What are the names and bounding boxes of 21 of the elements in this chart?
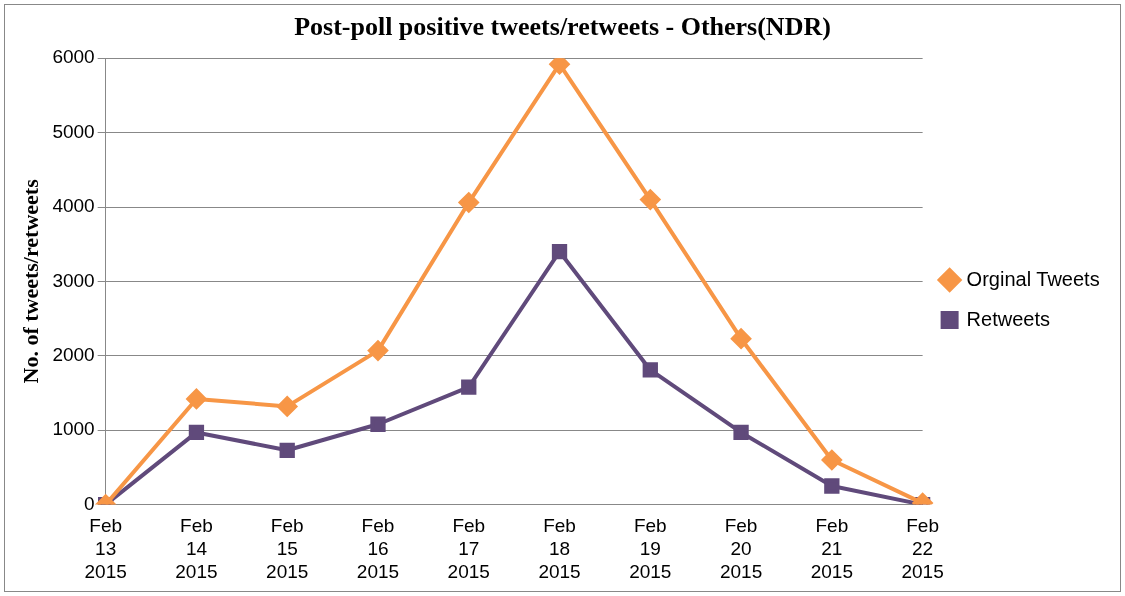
y-tick-label: 6000 [52, 46, 95, 68]
x-tick-label: Feb 14 2015 [175, 515, 218, 582]
y-tick-label: 3000 [52, 269, 95, 291]
x-tick-label: Feb 19 2015 [629, 515, 672, 582]
y-tick-label: 5000 [52, 120, 95, 142]
x-tick-label: Feb 13 2015 [84, 515, 127, 582]
x-tick-label: Feb 20 2015 [719, 515, 763, 582]
x-tick-label: Feb 21 2015 [810, 515, 853, 582]
chart-title: Post-poll positive tweets/retweets - Others(NDR) [294, 12, 831, 42]
y-tick-label: 4000 [52, 195, 95, 217]
y-tick-label: 1000 [52, 418, 95, 440]
x-tick-label: Feb 18 2015 [538, 515, 581, 582]
y-axis-title: No. of tweets/retweets [17, 178, 43, 384]
y-tick-label: 0 [84, 492, 95, 514]
x-tick-label: Feb 22 2015 [901, 515, 944, 582]
x-tick-label: Feb 17 2015 [447, 515, 490, 582]
legend-label: Orginal Tweets [966, 267, 1100, 290]
legend-label: Retweets [966, 307, 1050, 330]
x-tick-label: Feb 15 2015 [266, 515, 309, 582]
y-tick-label: 2000 [52, 344, 95, 366]
x-tick-label: Feb 16 2015 [356, 515, 400, 582]
